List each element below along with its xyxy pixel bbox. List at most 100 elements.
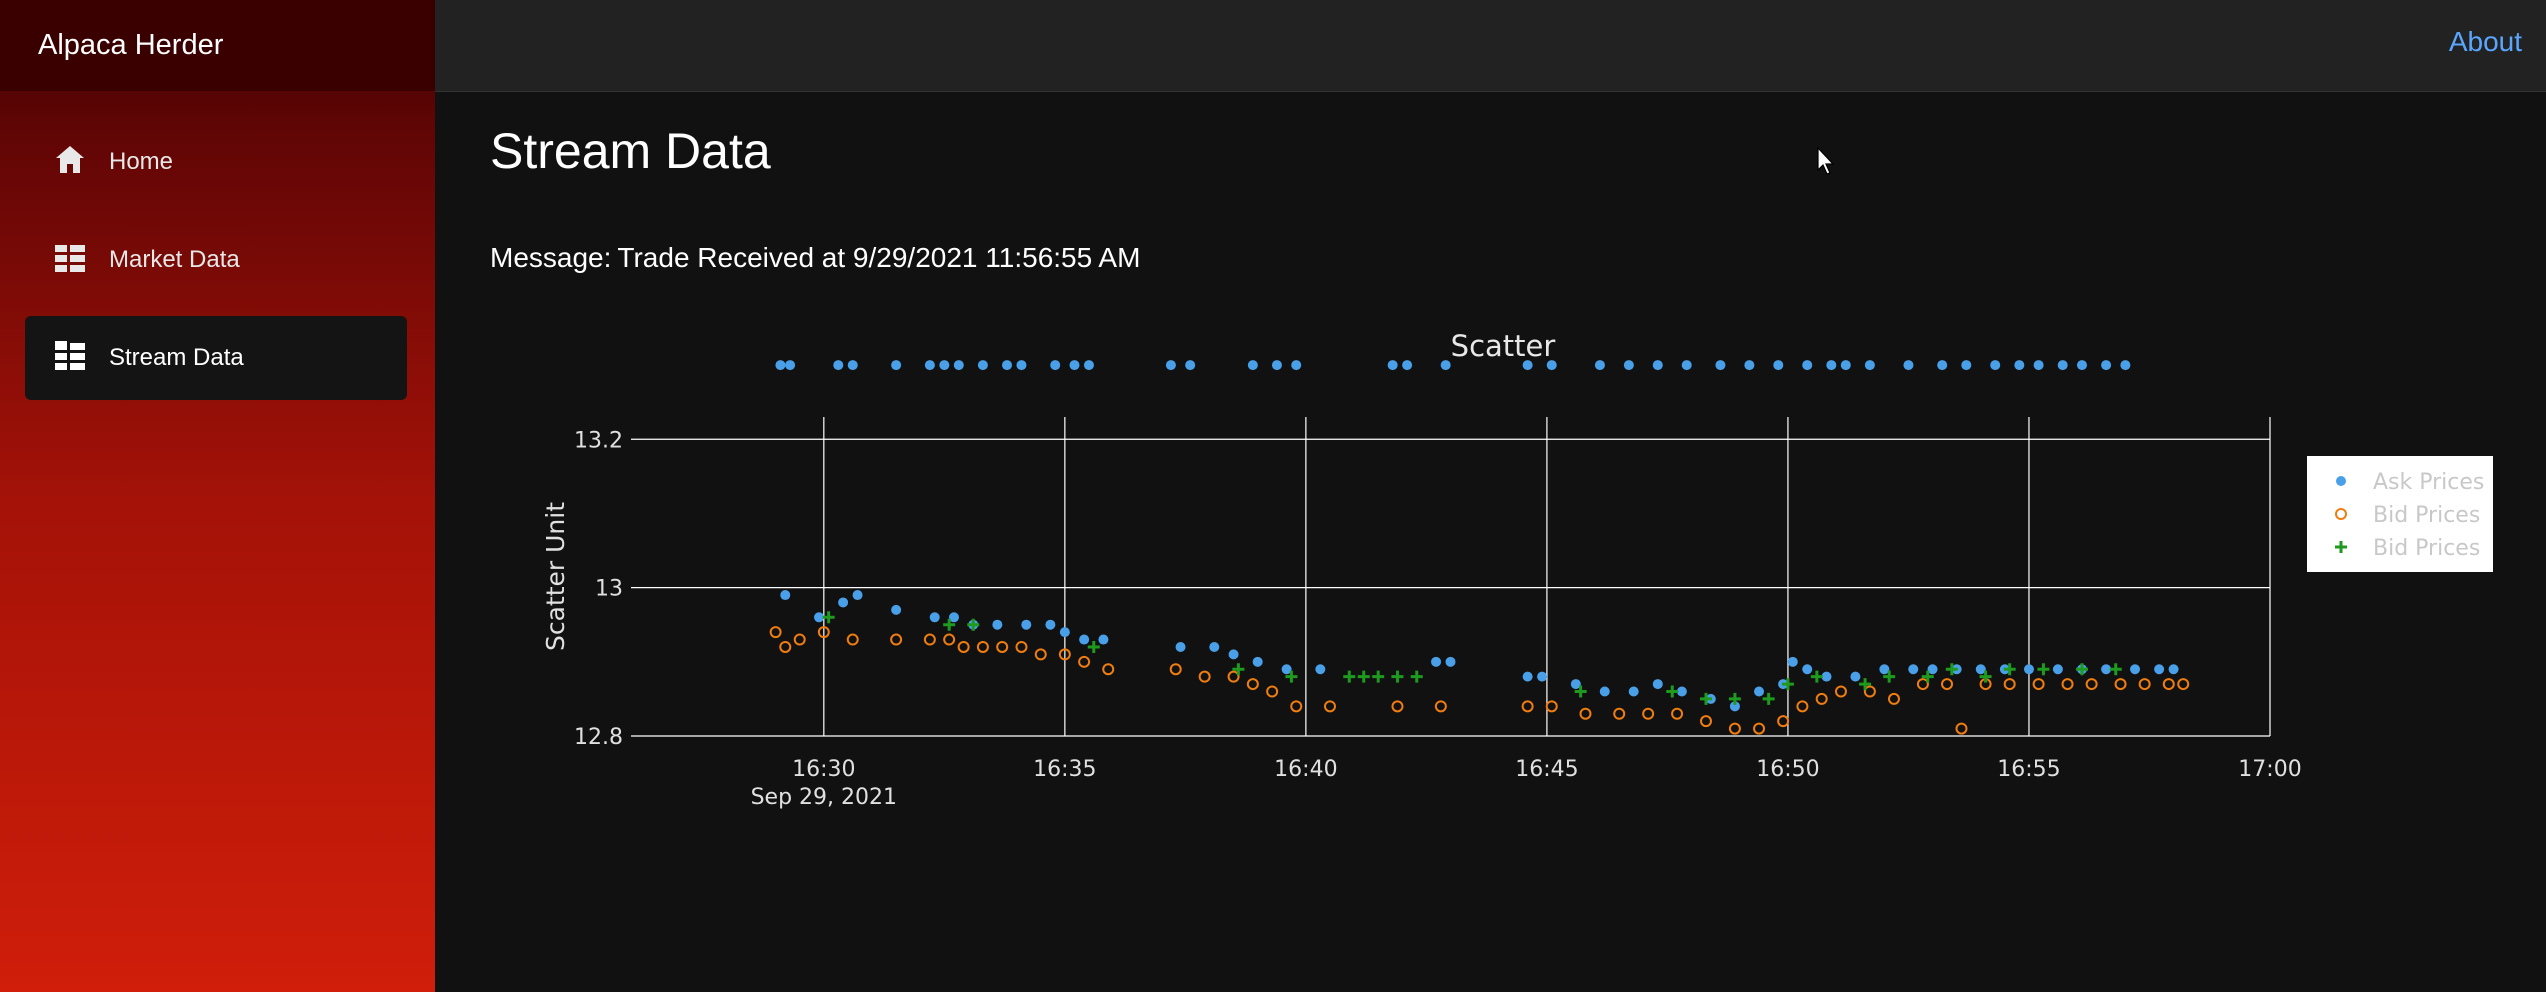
bid-price-point <box>1699 715 1712 728</box>
bid-trade-point <box>1087 640 1100 653</box>
ask-price-point <box>1098 634 1109 645</box>
bid-price-point <box>1753 722 1766 735</box>
bid-trade-point <box>2109 663 2122 676</box>
bid-price-point <box>769 626 782 639</box>
series-2 <box>822 611 2122 705</box>
ask-price-point <box>1826 360 1837 371</box>
ask-price-point <box>2120 360 2131 371</box>
bid-trade-point <box>1728 692 1741 705</box>
ask-price-point <box>1440 360 1451 371</box>
bid-price-point <box>1434 700 1447 713</box>
bid-trade-point <box>1285 670 1298 683</box>
sidebar-item-home[interactable]: Home <box>25 120 407 204</box>
ask-price-point <box>775 360 786 371</box>
bid-price-point <box>1521 700 1534 713</box>
brand-header: Alpaca Herder <box>0 0 435 91</box>
ask-price-point <box>1247 360 1258 371</box>
ask-price-point <box>939 360 950 371</box>
ask-price-point <box>992 619 1003 630</box>
sidebar-item-stream-data[interactable]: Stream Data <box>25 316 407 400</box>
bid-trade-point <box>2003 663 2016 676</box>
ask-price-point <box>1059 627 1070 638</box>
bid-price-point <box>1015 640 1028 653</box>
bid-price-point <box>817 626 830 639</box>
ask-price-point <box>891 360 902 371</box>
x-tick-label: 16:35 <box>1033 757 1096 782</box>
ask-price-point <box>1069 360 1080 371</box>
bid-price-point <box>1290 700 1303 713</box>
ask-price-point <box>1445 656 1456 667</box>
bid-price-point <box>2162 678 2175 691</box>
y-axis-label: Scatter Unit <box>541 502 570 651</box>
bid-price-point <box>1579 707 1592 720</box>
ask-price-point <box>1990 360 2001 371</box>
bid-price-point <box>1169 663 1182 676</box>
ask-price-point <box>1903 360 1914 371</box>
list-icon <box>55 341 85 370</box>
ask-price-point <box>780 590 791 601</box>
bid-trade-point <box>1699 692 1712 705</box>
message-label: Message: <box>490 242 612 273</box>
legend-marker <box>2335 508 2347 520</box>
ask-price-point <box>1402 360 1413 371</box>
bid-price-point <box>1198 670 1211 683</box>
bid-price-point <box>890 633 903 646</box>
ask-price-point <box>924 360 935 371</box>
ask-price-point <box>838 597 849 608</box>
bid-trade-point <box>1391 670 1404 683</box>
bid-trade-point <box>1883 670 1896 683</box>
sidebar-item-market-data[interactable]: Market Data <box>25 218 407 302</box>
about-link[interactable]: About <box>2448 26 2522 57</box>
legend-marker <box>2336 476 2346 486</box>
ask-price-point <box>1840 360 1851 371</box>
bid-price-point <box>943 633 956 646</box>
ask-price-point <box>1228 649 1239 660</box>
x-tick-label: 16:45 <box>1515 757 1578 782</box>
bid-price-point <box>1777 715 1790 728</box>
sidebar: Alpaca Herder Home Market Data Stream Da… <box>0 0 435 992</box>
bid-trade-point <box>1343 670 1356 683</box>
bid-trade-point <box>822 611 835 624</box>
ask-price-point <box>1537 671 1548 682</box>
bid-trade-point <box>2076 663 2088 676</box>
sidebar-item-label: Market Data <box>109 246 240 273</box>
ask-price-point <box>1908 664 1919 675</box>
ask-price-point <box>1937 360 1948 371</box>
ask-price-point <box>1623 360 1634 371</box>
chart-legend: Ask Prices Bid Prices Bid Prices <box>2307 456 2493 572</box>
bid-trade-point <box>1410 670 1423 683</box>
y-tick-label: 13 <box>595 577 623 602</box>
status-message: Message: Trade Received at 9/29/2021 11:5… <box>490 242 1140 274</box>
ask-price-point <box>2154 664 2165 675</box>
ask-price-point <box>814 612 825 623</box>
ask-price-point <box>1879 664 1890 675</box>
ask-price-point <box>1209 641 1220 652</box>
bid-trade-point <box>967 618 980 631</box>
ask-price-point <box>1431 656 1442 667</box>
legend-label: Bid Prices <box>2373 503 2480 528</box>
legend-box <box>2307 456 2493 572</box>
ask-price-point <box>1281 664 1292 675</box>
bid-price-point <box>923 633 936 646</box>
ask-price-point <box>953 360 964 371</box>
home-icon <box>56 146 84 173</box>
ask-price-point <box>929 612 940 623</box>
bid-price-point <box>2003 678 2016 691</box>
scatter-chart[interactable]: Scatter 16:30 16:35 16:40 16:45 16:50 16:55 17:… <box>490 320 2520 840</box>
bid-price-point <box>1391 700 1404 713</box>
bid-price-point <box>2114 678 2127 691</box>
ask-price-point <box>1522 360 1533 371</box>
ask-price-point <box>1744 360 1755 371</box>
bid-price-point <box>1058 648 1071 661</box>
ask-price-point <box>1652 360 1663 371</box>
bid-price-point <box>1916 678 1929 691</box>
bid-price-point <box>779 640 792 653</box>
x-tick-label: 16:50 <box>1756 757 1819 782</box>
ask-price-point <box>1045 619 1056 630</box>
ask-price-point <box>1165 360 1176 371</box>
x-tick-label: 16:40 <box>1274 757 1337 782</box>
bid-price-point <box>2177 678 2190 691</box>
ask-price-point <box>1387 360 1398 371</box>
app-title[interactable]: Alpaca Herder <box>38 29 224 61</box>
ask-price-point <box>1050 360 1061 371</box>
